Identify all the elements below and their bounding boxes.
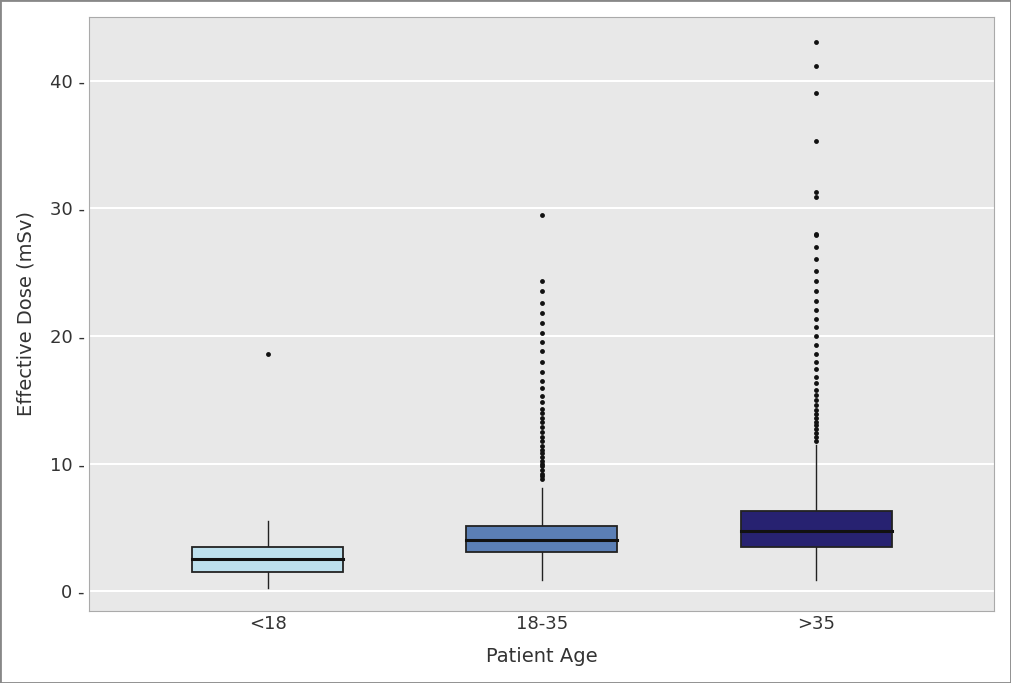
X-axis label: Patient Age: Patient Age <box>486 647 598 667</box>
Bar <box>466 527 618 552</box>
Bar <box>741 511 892 546</box>
Bar <box>192 546 343 572</box>
Y-axis label: Effective Dose (mSv): Effective Dose (mSv) <box>16 211 35 416</box>
